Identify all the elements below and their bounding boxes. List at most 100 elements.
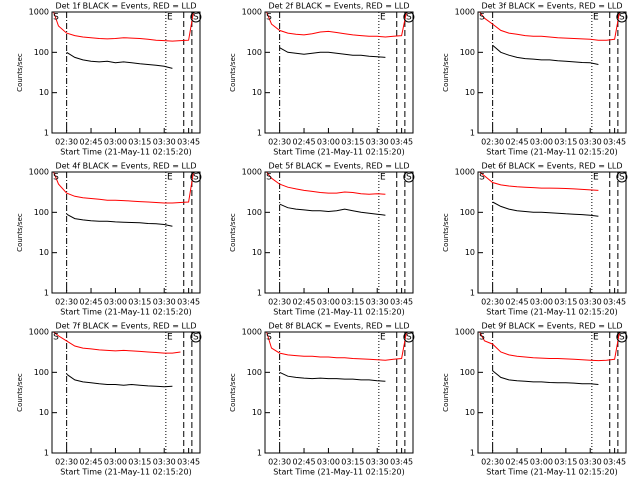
y-axis-label: Counts/sec (442, 213, 450, 252)
marker-label: S (619, 13, 625, 23)
x-tick-label: 02:30 (481, 298, 504, 307)
data-line (279, 371, 386, 382)
plot-frame (264, 171, 414, 294)
x-tick-label: 02:45 (80, 298, 103, 307)
y-tick-label: 10 (39, 248, 49, 257)
x-axis-label: Start Time (21-May-11 02:15:20) (486, 148, 617, 157)
x-tick-label: 03:00 (317, 298, 340, 307)
marker-label: S (193, 13, 199, 23)
y-tick-label: 1000 (455, 8, 475, 17)
x-tick-label: 03:45 (603, 298, 626, 307)
marker-label: S (479, 173, 485, 183)
y-tick-label: 100 (34, 368, 49, 377)
y-tick-label: 1000 (455, 328, 475, 337)
x-tick-label: 03:45 (390, 298, 413, 307)
marker-label: S (193, 173, 199, 183)
data-line (479, 11, 620, 41)
marker-label: E (593, 13, 599, 23)
y-tick-label: 1 (257, 449, 262, 458)
y-tick-label: 1000 (29, 8, 49, 17)
y-tick-label: 10 (252, 408, 262, 417)
x-tick-label: 02:30 (481, 138, 504, 147)
data-line (66, 51, 173, 69)
y-tick-label: 1 (44, 449, 49, 458)
y-tick-label: 1000 (455, 168, 475, 177)
panel-title: Det 4f BLACK = Events, RED = LLD (55, 162, 196, 171)
x-tick-label: 03:30 (579, 458, 602, 467)
y-axis-label: Counts/sec (16, 213, 24, 252)
plot-frame (51, 11, 201, 134)
x-tick-label: 02:30 (55, 298, 78, 307)
data-line (279, 203, 386, 216)
marker-label: E (380, 13, 386, 23)
marker-label: S (266, 333, 272, 343)
y-tick-label: 100 (460, 48, 475, 57)
marker-label: S (479, 13, 485, 23)
x-tick-label: 03:45 (177, 458, 200, 467)
y-tick-label: 1000 (242, 168, 262, 177)
x-tick-label: 03:00 (530, 298, 553, 307)
data-line (279, 47, 386, 58)
x-tick-label: 03:30 (153, 138, 176, 147)
x-tick-label: 03:00 (104, 138, 127, 147)
data-line (266, 171, 386, 195)
x-tick-label: 02:45 (293, 138, 316, 147)
x-tick-label: 03:30 (366, 138, 389, 147)
y-axis-label: Counts/sec (229, 53, 237, 92)
x-tick-label: 03:30 (366, 298, 389, 307)
marker-label: E (593, 333, 599, 343)
plot-frame (51, 171, 201, 294)
x-tick-label: 02:30 (268, 138, 291, 147)
marker-label: S (266, 13, 272, 23)
marker-label: E (167, 333, 173, 343)
x-tick-label: 03:45 (603, 458, 626, 467)
marker-label: E (167, 173, 173, 183)
panel-title: Det 8f BLACK = Events, RED = LLD (268, 322, 409, 331)
y-tick-label: 10 (252, 248, 262, 257)
data-line (479, 171, 599, 191)
x-tick-label: 02:30 (268, 298, 291, 307)
data-line (53, 171, 194, 204)
x-tick-label: 03:45 (390, 138, 413, 147)
x-tick-label: 03:30 (366, 458, 389, 467)
data-line (66, 373, 173, 388)
y-tick-label: 1 (470, 129, 475, 138)
x-tick-label: 03:00 (317, 458, 340, 467)
x-tick-label: 03:00 (530, 458, 553, 467)
marker-label: S (53, 333, 59, 343)
y-axis-label: Counts/sec (442, 53, 450, 92)
marker-label: S (406, 13, 412, 23)
marker-label: S (619, 333, 625, 343)
marker-label: E (167, 13, 173, 23)
marker-label: S (53, 13, 59, 23)
x-axis-label: Start Time (21-May-11 02:15:20) (60, 148, 191, 157)
y-tick-label: 10 (39, 88, 49, 97)
x-tick-label: 02:45 (506, 458, 529, 467)
y-tick-label: 1 (257, 129, 262, 138)
y-tick-label: 1 (470, 449, 475, 458)
x-tick-label: 03:00 (104, 298, 127, 307)
plot-frame (264, 331, 414, 454)
marker-label: E (593, 173, 599, 183)
y-tick-label: 100 (247, 48, 262, 57)
y-tick-label: 10 (252, 88, 262, 97)
x-tick-label: 02:45 (80, 458, 103, 467)
x-tick-label: 03:30 (153, 458, 176, 467)
y-tick-label: 10 (465, 248, 475, 257)
x-axis-label: Start Time (21-May-11 02:15:20) (60, 308, 191, 317)
y-tick-label: 10 (465, 408, 475, 417)
x-tick-label: 03:15 (128, 458, 151, 467)
y-axis-label: Counts/sec (16, 53, 24, 92)
x-tick-label: 03:00 (530, 138, 553, 147)
x-axis-label: Start Time (21-May-11 02:15:20) (486, 308, 617, 317)
panel-title: Det 9f BLACK = Events, RED = LLD (481, 322, 622, 331)
x-axis-label: Start Time (21-May-11 02:15:20) (486, 468, 617, 477)
plot-frame (477, 331, 627, 454)
x-axis-label: Start Time (21-May-11 02:15:20) (60, 468, 191, 477)
x-tick-label: 03:00 (104, 458, 127, 467)
marker-label: S (479, 333, 485, 343)
x-axis-label: Start Time (21-May-11 02:15:20) (273, 308, 404, 317)
x-tick-label: 03:15 (341, 298, 364, 307)
y-tick-label: 100 (460, 368, 475, 377)
x-axis-label: Start Time (21-May-11 02:15:20) (273, 468, 404, 477)
